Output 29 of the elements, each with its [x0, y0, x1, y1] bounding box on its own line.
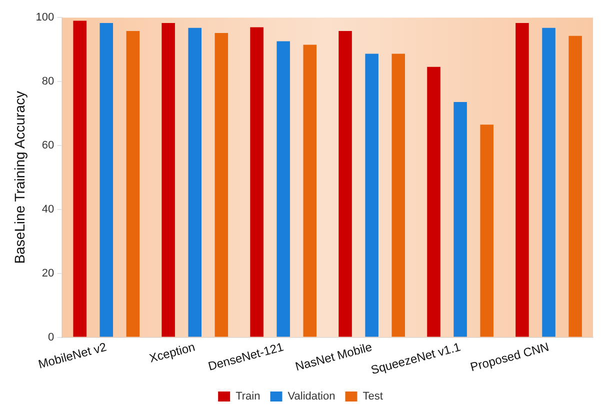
y-tick-label: 80 [42, 76, 54, 88]
bar [338, 31, 352, 337]
bar [303, 44, 317, 337]
bar [162, 23, 175, 337]
x-tick-label: Xception [148, 340, 196, 366]
bar [276, 41, 290, 337]
legend-label: Test [362, 390, 383, 403]
legend-label: Train [236, 390, 260, 403]
legend-label: Validation [288, 390, 336, 403]
bar [126, 31, 140, 337]
bar [365, 54, 378, 337]
y-tick-label: 40 [42, 203, 54, 216]
bar [392, 54, 405, 337]
y-tick-label: 100 [36, 12, 54, 24]
bar [214, 32, 228, 337]
y-tick-label: 20 [42, 267, 54, 280]
bar [427, 66, 440, 337]
bar [250, 27, 264, 337]
bar [516, 23, 529, 337]
bar [568, 36, 582, 337]
bar [188, 28, 202, 337]
bar [73, 20, 86, 337]
bar [100, 23, 114, 337]
y-axis-title: BaseLine Training Accuracy [11, 91, 28, 264]
bar [454, 102, 467, 337]
y-tick-label: 0 [48, 331, 54, 344]
y-tick-label: 60 [42, 139, 54, 152]
bar [480, 124, 494, 337]
bar [542, 28, 556, 337]
